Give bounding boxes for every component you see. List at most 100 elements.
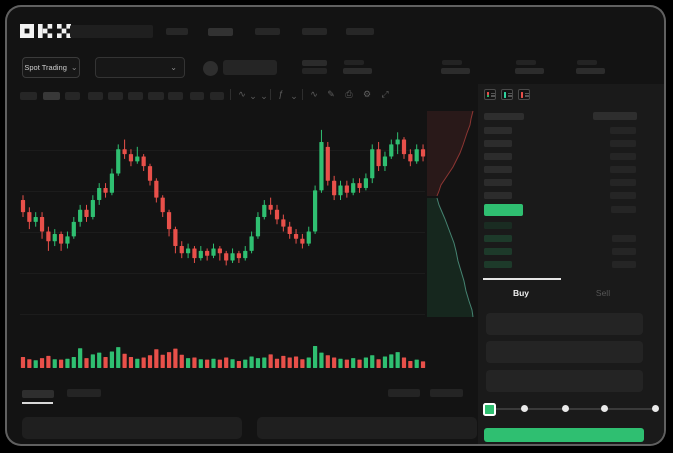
- buy-submit-button[interactable]: [484, 428, 644, 442]
- chevron-down-icon[interactable]: ⌄: [260, 91, 268, 101]
- bid-row-price-bar[interactable]: [484, 235, 512, 242]
- candle-body: [52, 233, 57, 242]
- bid-row-amount-bar[interactable]: [612, 235, 636, 242]
- candle-body: [198, 250, 203, 259]
- timeframe-button[interactable]: [190, 92, 204, 100]
- price-sub-placeholder: [302, 68, 327, 74]
- candle-body: [128, 154, 134, 162]
- tab-sell[interactable]: Sell: [595, 288, 611, 298]
- candle-style-icon[interactable]: ∿: [238, 89, 246, 99]
- fullscreen-expand-icon[interactable]: ⤢: [381, 89, 389, 99]
- bid-row-amount-bar[interactable]: [612, 261, 636, 268]
- volume-bar: [141, 357, 146, 368]
- ask-row-amount-bar[interactable]: [610, 166, 636, 173]
- ask-row-amount-bar[interactable]: [610, 127, 636, 134]
- ask-row-price-bar[interactable]: [484, 166, 512, 173]
- ask-row-price-bar[interactable]: [484, 179, 512, 186]
- candle-body: [281, 219, 286, 227]
- timeframe-button[interactable]: [168, 92, 183, 100]
- ask-row-amount-bar[interactable]: [610, 153, 636, 160]
- timeframe-button[interactable]: [148, 92, 164, 100]
- slider-stop-dot[interactable]: [652, 405, 659, 412]
- volume-bar: [414, 359, 419, 368]
- candle-body: [370, 149, 375, 179]
- okx-logo[interactable]: [20, 24, 72, 38]
- timeframe-button[interactable]: [43, 92, 60, 100]
- slider-stop-dot[interactable]: [601, 405, 608, 412]
- order-total-input[interactable]: [486, 370, 643, 392]
- chevron-down-icon[interactable]: ⌄: [249, 91, 257, 101]
- timeframe-button[interactable]: [88, 92, 103, 100]
- volume-bar: [198, 359, 203, 368]
- candle-body: [46, 231, 51, 242]
- order-price-input[interactable]: [486, 313, 643, 335]
- bid-row-price-bar[interactable]: [484, 222, 512, 229]
- orderbook-view-combined-icon[interactable]: [484, 89, 496, 100]
- tab-buy[interactable]: Buy: [512, 288, 530, 298]
- ask-row-amount-bar[interactable]: [610, 179, 636, 186]
- nav-search-placeholder[interactable]: [70, 25, 153, 38]
- pair-avatar[interactable]: [203, 61, 218, 76]
- ask-row-price-bar[interactable]: [484, 140, 512, 147]
- candle-body: [78, 209, 83, 222]
- camera-snapshot-icon[interactable]: ⎙: [345, 89, 353, 99]
- order-amount-input[interactable]: [486, 341, 643, 363]
- candle-body: [268, 204, 273, 210]
- bid-row-amount-bar[interactable]: [612, 248, 636, 255]
- volume-bar: [147, 355, 153, 368]
- volume-bar: [122, 353, 127, 368]
- nav-item[interactable]: [166, 28, 188, 35]
- nav-item[interactable]: [208, 28, 233, 36]
- volume-bar: [338, 358, 343, 368]
- chevron-down-icon[interactable]: ⌄: [290, 91, 298, 101]
- chart-gridline: [20, 273, 425, 274]
- volume-bar: [109, 351, 114, 368]
- timeframe-button[interactable]: [210, 92, 224, 100]
- line-tool-icon[interactable]: ∿: [310, 89, 318, 99]
- slider-stop-dot[interactable]: [521, 405, 528, 412]
- candle-body: [420, 149, 426, 157]
- indicators-icon[interactable]: ƒ: [278, 89, 284, 99]
- orderbook-view-bids-icon[interactable]: [501, 89, 513, 100]
- draw-pencil-icon[interactable]: ✎: [327, 89, 335, 99]
- candle-body: [274, 209, 280, 220]
- slider-stop-dot[interactable]: [562, 405, 569, 412]
- orderbook-view-asks-icon[interactable]: [518, 89, 530, 100]
- last-price-bar[interactable]: [484, 204, 523, 216]
- bottom-field-placeholder[interactable]: [257, 417, 477, 439]
- timeframe-button[interactable]: [20, 92, 37, 100]
- nav-item[interactable]: [302, 28, 327, 35]
- volume-bar: [84, 358, 89, 368]
- timeframe-button[interactable]: [65, 92, 80, 100]
- slider-handle[interactable]: [483, 403, 496, 416]
- ask-row-amount-bar[interactable]: [610, 140, 636, 147]
- depth-area: [427, 111, 473, 196]
- bid-row-price-bar[interactable]: [484, 248, 512, 255]
- nav-item[interactable]: [346, 28, 374, 35]
- bottom-field-placeholder[interactable]: [22, 417, 242, 439]
- depth-chart: [427, 110, 474, 318]
- bottom-tab-order-history[interactable]: [67, 389, 101, 397]
- bottom-link-placeholder[interactable]: [430, 389, 463, 397]
- timeframe-button[interactable]: [128, 92, 143, 100]
- chart-settings-gear-icon[interactable]: ⚙: [362, 89, 372, 99]
- candle-body: [166, 212, 172, 230]
- ask-row-amount-bar[interactable]: [610, 192, 636, 199]
- ask-row-price-bar[interactable]: [484, 153, 512, 160]
- ask-row-price-bar[interactable]: [484, 127, 512, 134]
- ask-row-price-bar[interactable]: [484, 192, 512, 199]
- bottom-link-placeholder[interactable]: [388, 389, 420, 397]
- market-selector-button[interactable]: Spot Trading ⌄: [22, 57, 80, 78]
- bid-row-price-bar[interactable]: [484, 261, 512, 268]
- candle-body: [357, 183, 362, 188]
- pair-dropdown[interactable]: ⌄: [95, 57, 185, 78]
- bottom-tab-open-orders[interactable]: [22, 390, 54, 398]
- pair-name-placeholder: [223, 60, 277, 75]
- stat-value-placeholder: [441, 68, 470, 74]
- timeframe-button[interactable]: [108, 92, 123, 100]
- okx-logo-glyph: [20, 24, 71, 38]
- nav-item[interactable]: [255, 28, 280, 35]
- chart-gridline: [20, 150, 425, 151]
- volume-bar: [274, 358, 280, 368]
- amount-slider-track[interactable]: [488, 408, 655, 410]
